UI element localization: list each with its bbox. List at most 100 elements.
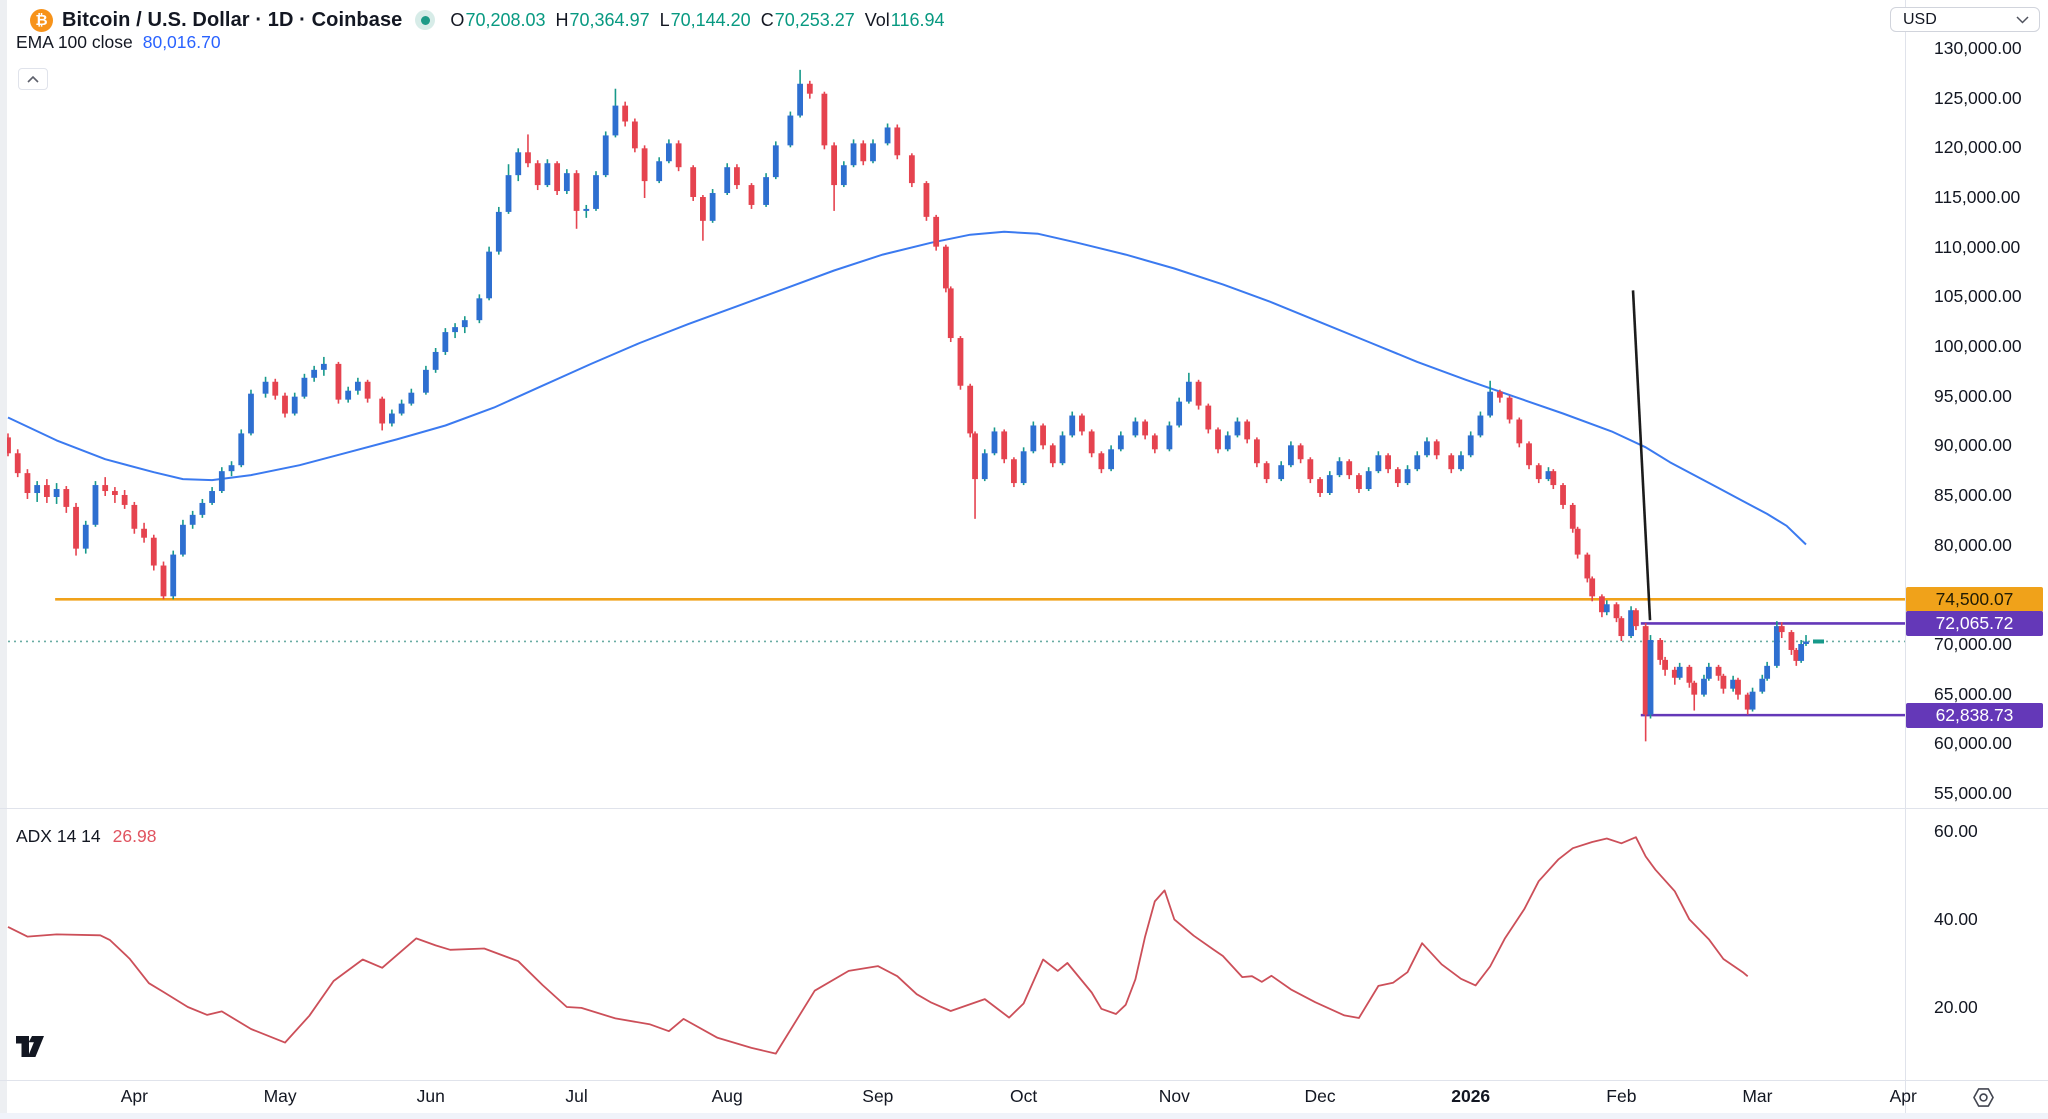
- price-axis-label[interactable]: 100,000.00: [1934, 335, 2022, 356]
- price-axis-label[interactable]: 130,000.00: [1934, 38, 2022, 58]
- time-axis-label-mar[interactable]: Mar: [1742, 1086, 1773, 1106]
- time-axis-label-feb[interactable]: Feb: [1606, 1086, 1637, 1106]
- adx-axis-label[interactable]: 40.00: [1934, 909, 1978, 929]
- time-axis-label-apr[interactable]: Apr: [1889, 1086, 1917, 1106]
- candle-body: [160, 565, 167, 597]
- candle-body: [199, 502, 206, 515]
- candle-body: [1662, 659, 1668, 670]
- candle-body: [1394, 469, 1401, 484]
- candle-body: [797, 83, 803, 116]
- chevron-up-icon: [27, 75, 39, 83]
- candle-body: [1098, 453, 1105, 470]
- adx-line[interactable]: [7, 836, 1749, 1055]
- tradingview-logo-icon[interactable]: [15, 1035, 45, 1064]
- axis-settings-button[interactable]: [1970, 1084, 1996, 1110]
- candle-body: [320, 363, 327, 370]
- candle-body: [593, 175, 599, 209]
- candle-body: [262, 381, 269, 394]
- trend-line[interactable]: [1631, 290, 1652, 621]
- candle-body: [525, 152, 531, 164]
- candle-body: [583, 208, 590, 211]
- market-status-icon[interactable]: [415, 10, 436, 30]
- ema-legend[interactable]: EMA 100 close 80,016.70: [16, 31, 221, 53]
- adx-legend-value: 26.98: [112, 825, 157, 846]
- last-price-tick: [1813, 639, 1825, 644]
- candle-body: [724, 167, 731, 194]
- symbol-title[interactable]: Bitcoin / U.S. Dollar · 1D · Coinbase: [62, 8, 403, 31]
- candle-body: [442, 332, 449, 352]
- time-axis-label-2026[interactable]: 2026: [1451, 1086, 1491, 1106]
- candle-body: [573, 173, 580, 211]
- candle-body: [908, 155, 915, 184]
- price-axis-label[interactable]: 125,000.00: [1934, 87, 2022, 108]
- candle-body: [1424, 441, 1430, 456]
- candle-body: [311, 369, 318, 378]
- price-axis-label[interactable]: 115,000.00: [1934, 186, 2021, 207]
- candle-body: [1244, 421, 1251, 440]
- currency-selector[interactable]: USD: [1890, 7, 2040, 32]
- time-axis-label-may[interactable]: May: [263, 1086, 297, 1106]
- candle-body: [486, 251, 492, 299]
- price-axis-label[interactable]: 110,000.00: [1934, 236, 2021, 257]
- price-axis-label[interactable]: 65,000.00: [1934, 683, 2012, 704]
- candle-body: [1618, 618, 1625, 637]
- candle-body: [1764, 665, 1771, 679]
- time-axis-label-jul[interactable]: Jul: [565, 1086, 588, 1106]
- candle-body: [1448, 455, 1455, 470]
- time-axis-label-jun[interactable]: Jun: [416, 1086, 445, 1106]
- candle-body: [1132, 421, 1139, 436]
- candle-body: [1020, 451, 1027, 484]
- candle-body: [131, 504, 138, 529]
- candle-body: [1142, 421, 1149, 436]
- candle-body: [772, 145, 779, 178]
- candle-body: [1278, 465, 1285, 480]
- candle-body: [248, 393, 254, 434]
- pane-divider[interactable]: [0, 808, 2048, 809]
- candle-body: [1560, 485, 1566, 505]
- high-value: 70,364.97: [569, 9, 650, 30]
- candle-body: [43, 485, 50, 497]
- gear-icon: [1972, 1087, 1994, 1107]
- price-axis-label[interactable]: 95,000.00: [1934, 385, 2012, 406]
- collapse-pane-button[interactable]: [18, 68, 48, 90]
- time-axis-label-aug[interactable]: Aug: [711, 1086, 743, 1106]
- candle-body: [495, 211, 502, 252]
- price-axis-label[interactable]: 55,000.00: [1934, 782, 2012, 803]
- candle-body: [641, 148, 648, 182]
- candle-body: [209, 491, 215, 503]
- time-axis-label-nov[interactable]: Nov: [1158, 1086, 1190, 1106]
- price-axis-label[interactable]: 85,000.00: [1934, 484, 2012, 505]
- candle-body: [942, 246, 949, 289]
- price-axis-label[interactable]: 70,000.00: [1934, 633, 2012, 654]
- candle-body: [364, 381, 371, 399]
- adx-legend[interactable]: ADX 14 14 26.98: [16, 825, 156, 847]
- time-axis-label-apr[interactable]: Apr: [120, 1086, 148, 1106]
- candle-body: [656, 161, 663, 182]
- time-axis-label-oct[interactable]: Oct: [1010, 1086, 1038, 1106]
- candle-body: [1108, 449, 1115, 470]
- adx-axis-label[interactable]: 20.00: [1934, 997, 1978, 1017]
- price-axis-label[interactable]: 60,000.00: [1934, 733, 2012, 754]
- candle-body: [1574, 528, 1581, 555]
- candle-body: [1545, 471, 1552, 480]
- price-axis-label[interactable]: 120,000.00: [1934, 137, 2022, 158]
- candle-body: [92, 485, 99, 525]
- time-axis-label-dec[interactable]: Dec: [1304, 1086, 1336, 1106]
- candle-body: [967, 385, 974, 434]
- candle-body: [1773, 626, 1780, 666]
- candle-body: [675, 143, 682, 168]
- candle-body: [1599, 596, 1605, 613]
- price-axis-label[interactable]: 90,000.00: [1934, 435, 2012, 456]
- adx-axis-label[interactable]: 60.00: [1934, 821, 1978, 841]
- candle-body: [1234, 421, 1241, 436]
- price-axis-label[interactable]: 105,000.00: [1934, 286, 2022, 307]
- candle-body: [1778, 626, 1785, 633]
- price-axis-label[interactable]: 80,000.00: [1934, 534, 2012, 555]
- candle-body: [301, 377, 308, 397]
- candle-body: [291, 396, 298, 414]
- candle-body: [121, 494, 128, 505]
- candle-body: [1385, 455, 1391, 470]
- time-axis-label-sep[interactable]: Sep: [862, 1086, 894, 1106]
- candle-body: [1803, 641, 1809, 644]
